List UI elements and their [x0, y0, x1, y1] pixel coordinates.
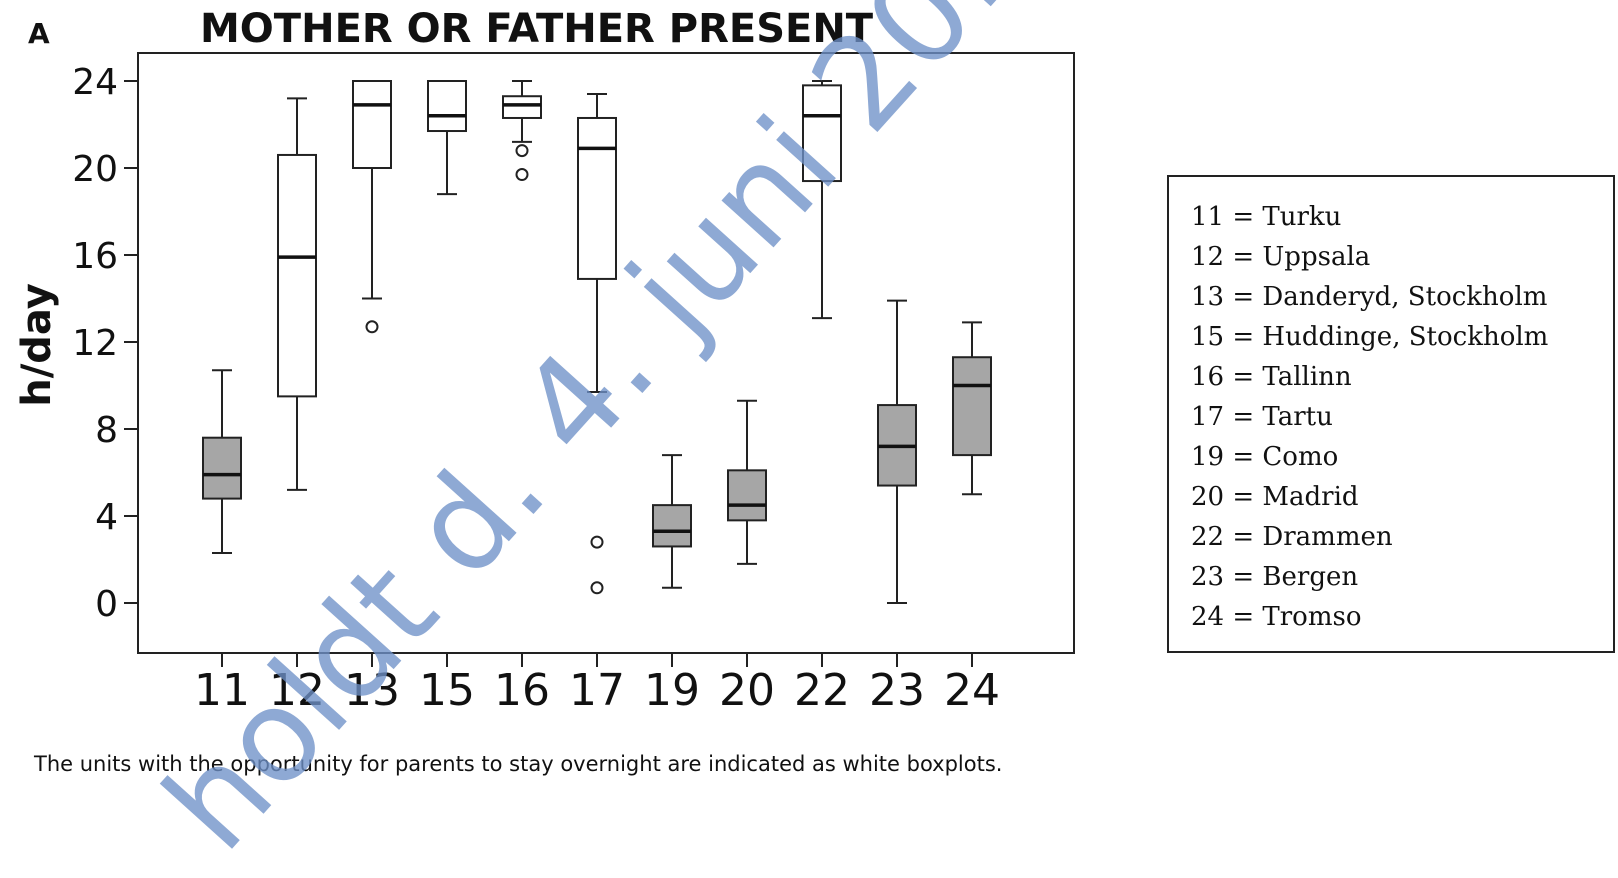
x-tick-label-13: 13: [344, 665, 400, 716]
legend-item-16: 16 = Tallinn: [1191, 362, 1352, 392]
y-tick-label-6: 24: [72, 62, 118, 103]
x-tick-label-20: 20: [719, 665, 775, 716]
box-22: [802, 84, 842, 183]
legend: 11 = Turku 12 = Uppsala 13 = Danderyd, S…: [1167, 175, 1615, 653]
box-12: [277, 153, 317, 398]
x-tick-label-23: 23: [869, 665, 925, 716]
legend-item-15: 15 = Huddinge, Stockholm: [1191, 322, 1549, 352]
chart-title: MOTHER OR FATHER PRESENT: [200, 6, 874, 52]
y-tick-label-5: 20: [72, 149, 118, 190]
legend-item-11: 11 = Turku: [1191, 202, 1342, 232]
x-tick-label-15: 15: [419, 665, 475, 716]
y-tick-label-2: 8: [95, 410, 118, 451]
x-tick-label-22: 22: [794, 665, 850, 716]
box-19: [652, 504, 692, 548]
outlier-16-1: [515, 168, 529, 182]
plot-frame: [137, 52, 1075, 654]
x-tick-label-12: 12: [269, 665, 325, 716]
box-20: [727, 469, 767, 522]
y-axis-label: h/day: [14, 283, 60, 407]
box-11: [202, 436, 242, 500]
legend-item-24: 24 = Tromso: [1191, 602, 1362, 632]
outlier-13-0: [365, 320, 379, 334]
outlier-17-1: [590, 581, 604, 595]
legend-item-13: 13 = Danderyd, Stockholm: [1191, 282, 1548, 312]
legend-item-22: 22 = Drammen: [1191, 522, 1393, 552]
boxplot-series: [202, 80, 992, 604]
x-tick-label-17: 17: [569, 665, 625, 716]
legend-item-19: 19 = Como: [1191, 442, 1339, 472]
legend-item-20: 20 = Madrid: [1191, 482, 1359, 512]
figure-caption: The units with the opportunity for paren…: [34, 752, 1003, 776]
boxplot-chart: A MOTHER OR FATHER PRESENT h/day 0 4 8 12 16…: [14, 6, 1075, 716]
legend-item-12: 12 = Uppsala: [1191, 242, 1371, 272]
x-tick-label-24: 24: [944, 665, 1000, 716]
y-axis: 0 4 8 12 16 20 24: [72, 62, 138, 625]
legend-item-23: 23 = Bergen: [1191, 562, 1359, 592]
outlier-16-0: [515, 144, 529, 158]
box-15: [427, 80, 467, 133]
x-tick-label-19: 19: [644, 665, 700, 716]
x-tick-label-16: 16: [494, 665, 550, 716]
box-16: [502, 95, 542, 119]
outlier-17-0: [590, 535, 604, 549]
box-17: [577, 116, 617, 280]
box-13: [352, 80, 392, 169]
box-24: [952, 356, 992, 457]
legend-item-17: 17 = Tartu: [1191, 402, 1333, 432]
panel-label: A: [28, 17, 50, 50]
y-tick-label-0: 0: [95, 584, 118, 625]
x-axis: 11 12 13 15 16 17 19 20 22 23 24: [194, 653, 1000, 716]
y-tick-label-4: 16: [72, 236, 118, 277]
x-tick-label-11: 11: [194, 665, 250, 716]
y-tick-label-1: 4: [95, 497, 118, 538]
y-tick-label-3: 12: [72, 323, 118, 364]
